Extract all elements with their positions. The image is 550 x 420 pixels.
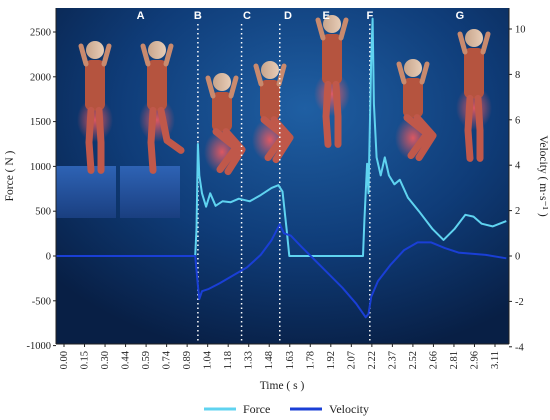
phase-labels: A B C D E F G [137, 10, 465, 22]
x-tick-label: 2.52 [408, 351, 419, 369]
left-y-tick-label: 2500 [30, 28, 51, 39]
right-y-tick-label: 0 [515, 252, 520, 263]
plyo-box-icon [56, 166, 116, 218]
right-y-tick-label: 6 [515, 115, 520, 126]
x-tick-label: 2.22 [367, 351, 378, 369]
phase-label: A [137, 10, 145, 22]
right-y-tick-label: 2 [515, 206, 520, 217]
left-y-axis-ticks: -1000 -500 0 500 1000 1500 2000 2500 [27, 28, 56, 352]
athlete-figure-icon [314, 15, 350, 148]
phase-label: B [194, 10, 202, 22]
athlete-figure-icon [204, 73, 246, 176]
plyo-box-icon [120, 166, 180, 218]
athlete-figure-icon [139, 41, 185, 174]
x-tick-label: 1.48 [264, 351, 275, 369]
left-y-axis-label: Force ( N ) [4, 150, 16, 201]
legend-velocity-label: Velocity [329, 402, 369, 416]
x-tick-label: 0.59 [141, 351, 152, 369]
left-y-tick-label: 2000 [30, 72, 51, 83]
x-tick-label: 1.33 [244, 351, 255, 369]
x-tick-label: 0.74 [162, 350, 173, 369]
right-y-axis-label: Velocity ( m·s⁻¹ ) [537, 135, 549, 217]
x-tick-label: 0.15 [80, 351, 91, 369]
x-axis-ticks: 0.00 0.15 0.30 0.44 0.59 0.74 0.89 1.04 1.18 1.33… [59, 344, 501, 369]
x-tick-label: 0.44 [121, 350, 132, 369]
left-y-tick-label: 1500 [30, 117, 51, 128]
phase-label: G [456, 10, 465, 22]
x-tick-label: 2.81 [449, 351, 460, 369]
x-tick-label: 2.07 [346, 351, 357, 369]
athlete-illustrations [77, 15, 492, 176]
x-tick-label: 0.00 [59, 351, 70, 369]
phase-label: D [284, 10, 292, 22]
x-axis-label: Time ( s ) [260, 380, 305, 392]
right-y-tick-label: -4 [515, 342, 524, 353]
x-tick-label: 0.30 [100, 351, 111, 369]
right-y-tick-label: 4 [515, 161, 521, 172]
x-tick-label: 3.11 [490, 351, 501, 369]
left-y-tick-label: 0 [46, 252, 51, 263]
athlete-figure-icon [395, 59, 437, 162]
left-y-tick-label: -1000 [27, 341, 52, 352]
x-tick-label: 2.96 [469, 351, 480, 369]
velocity-series-line [56, 223, 507, 319]
right-y-tick-label: 10 [515, 25, 526, 36]
athlete-figure-icon [77, 41, 113, 174]
left-y-tick-label: -500 [32, 296, 51, 307]
right-y-axis-ticks: -4 -2 0 2 4 6 8 10 [509, 25, 526, 353]
x-tick-label: 1.63 [285, 351, 296, 369]
phase-label: F [366, 10, 373, 22]
left-y-tick-label: 1000 [30, 162, 51, 173]
x-tick-label: 2.37 [387, 351, 398, 369]
phase-label: C [243, 10, 251, 22]
x-tick-label: 1.92 [326, 351, 337, 369]
right-y-tick-label: -2 [515, 297, 524, 308]
legend: Force Velocity [204, 402, 369, 416]
phase-label: E [322, 10, 329, 22]
series-layer [56, 17, 507, 319]
force-series-line [56, 17, 507, 257]
left-y-tick-label: 500 [35, 207, 51, 218]
x-tick-label: 1.04 [203, 350, 214, 369]
right-y-tick-label: 8 [515, 70, 520, 81]
legend-force-label: Force [243, 402, 270, 416]
x-tick-label: 1.78 [305, 351, 316, 369]
athlete-figure-icon [252, 61, 294, 164]
x-tick-label: 0.89 [182, 351, 193, 369]
x-tick-label: 2.66 [428, 351, 439, 369]
athlete-figure-icon [456, 29, 492, 162]
x-tick-label: 1.18 [223, 351, 234, 369]
